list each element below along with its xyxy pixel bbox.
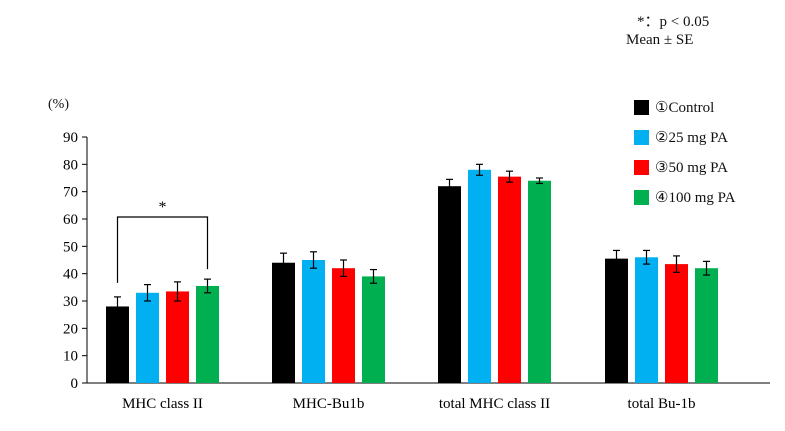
legend-swatch (634, 159, 649, 175)
bar (166, 291, 189, 383)
legend-swatch (634, 189, 649, 205)
y-tick-label: 40 (63, 267, 78, 283)
bar (695, 268, 718, 383)
y-tick-label: 70 (63, 185, 78, 201)
legend-label: ③50 mg PA (655, 159, 728, 176)
bar (438, 186, 461, 383)
bar (635, 257, 658, 383)
y-tick-label: 30 (63, 294, 78, 310)
legend-label: ①Control (655, 99, 715, 116)
legend-item: ①Control (634, 97, 714, 117)
bar (605, 258, 628, 383)
category-label: total MHC class II (439, 396, 550, 412)
y-tick-label: 80 (63, 157, 78, 173)
bar (196, 285, 219, 383)
bar (665, 264, 688, 383)
legend-swatch (634, 99, 649, 115)
category-label: MHC class II (122, 396, 203, 412)
y-tick-label: 10 (63, 349, 78, 365)
significance-note: *：p < 0.05 (637, 14, 710, 30)
category-label: total Bu-1b (628, 396, 696, 412)
bar (332, 268, 355, 383)
bar (136, 292, 159, 383)
bar (498, 176, 521, 383)
significance-star: * (159, 199, 167, 216)
bar (468, 169, 491, 383)
y-tick-label: 20 (63, 321, 78, 337)
y-tick-label: 0 (71, 376, 79, 392)
legend-swatch (634, 129, 649, 145)
bar (302, 260, 325, 383)
bar (272, 262, 295, 383)
legend-label: ④100 mg PA (655, 189, 736, 206)
significance-bracket (116, 216, 209, 283)
legend-item: ③50 mg PA (634, 157, 728, 177)
statistic-note: Mean ± SE (626, 32, 694, 48)
y-tick-label: 90 (63, 130, 78, 146)
y-tick-label: 60 (63, 212, 78, 228)
bar (528, 180, 551, 383)
bar (362, 276, 385, 383)
bar (106, 306, 129, 383)
legend-item: ②25 mg PA (634, 127, 728, 147)
category-label: MHC-Bu1b (293, 396, 365, 412)
y-tick-label: 50 (63, 239, 78, 255)
legend-item: ④100 mg PA (634, 187, 735, 207)
legend-label: ②25 mg PA (655, 129, 728, 146)
y-axis-label: (%) (48, 97, 69, 112)
